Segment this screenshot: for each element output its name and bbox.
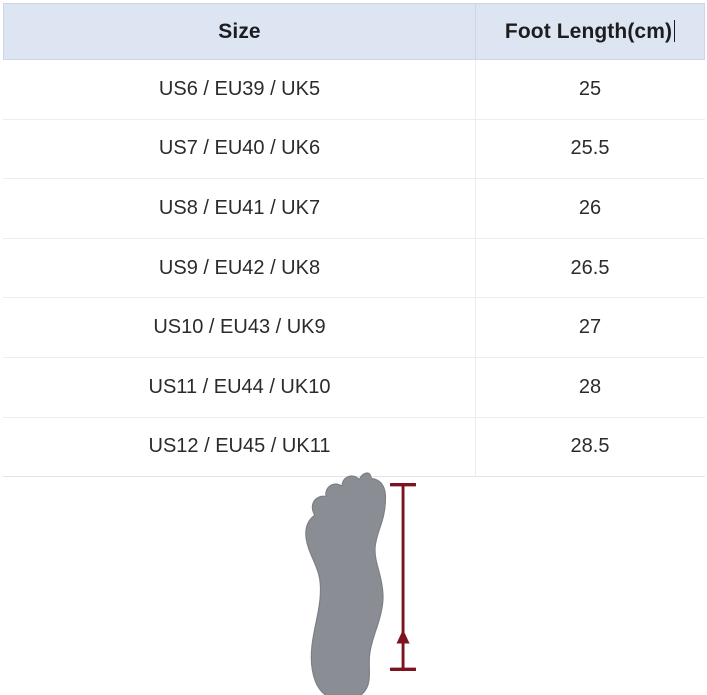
cell-size: US12 / EU45 / UK11 xyxy=(3,416,476,478)
measure-shaft xyxy=(401,483,405,671)
cell-foot-length: 25.5 xyxy=(475,118,705,180)
column-header-foot-length-label: Foot Length(cm) xyxy=(504,19,673,43)
table-header: Size Foot Length(cm) xyxy=(3,3,705,60)
cell-foot-length: 25 xyxy=(475,59,705,120)
text-caret-icon xyxy=(674,20,676,42)
table-row: US11 / EU44 / UK10 28 xyxy=(3,356,705,418)
table-row: US6 / EU39 / UK5 25 xyxy=(3,59,705,120)
measure-arrowhead-up-icon xyxy=(396,629,410,644)
cell-size: US8 / EU41 / UK7 xyxy=(3,178,476,239)
measure-bottom-cap-icon xyxy=(390,667,416,671)
cell-size: US10 / EU43 / UK9 xyxy=(3,297,476,358)
table-row: US10 / EU43 / UK9 27 xyxy=(3,297,705,358)
cell-foot-length: 26.5 xyxy=(475,237,705,299)
table-header-row: Size Foot Length(cm) xyxy=(3,3,705,60)
column-header-foot-length: Foot Length(cm) xyxy=(475,3,705,60)
column-header-size-label: Size xyxy=(218,19,261,43)
foot-sole-silhouette-icon xyxy=(305,472,387,695)
table-row: US9 / EU42 / UK8 26.5 xyxy=(3,237,705,299)
table-body: US6 / EU39 / UK5 25 US7 / EU40 / UK6 25.… xyxy=(3,59,705,478)
foot-length-measurement-diagram xyxy=(0,472,707,695)
size-chart-table-container: Size Foot Length(cm) US6 / EU39 / UK5 25 xyxy=(3,3,705,478)
cell-size: US6 / EU39 / UK5 xyxy=(3,59,476,120)
cell-size: US11 / EU44 / UK10 xyxy=(3,356,476,418)
vertical-measure-arrow-icon xyxy=(390,483,416,671)
cell-foot-length: 28 xyxy=(475,356,705,418)
table-row: US7 / EU40 / UK6 25.5 xyxy=(3,118,705,180)
cell-foot-length: 26 xyxy=(475,178,705,239)
size-chart-table: Size Foot Length(cm) US6 / EU39 / UK5 25 xyxy=(3,3,705,478)
cell-foot-length: 27 xyxy=(475,297,705,358)
table-row: US12 / EU45 / UK11 28.5 xyxy=(3,416,705,478)
table-row: US8 / EU41 / UK7 26 xyxy=(3,178,705,239)
cell-foot-length: 28.5 xyxy=(475,416,705,478)
cell-size: US7 / EU40 / UK6 xyxy=(3,118,476,180)
cell-size: US9 / EU42 / UK8 xyxy=(3,237,476,299)
column-header-size: Size xyxy=(3,3,476,60)
